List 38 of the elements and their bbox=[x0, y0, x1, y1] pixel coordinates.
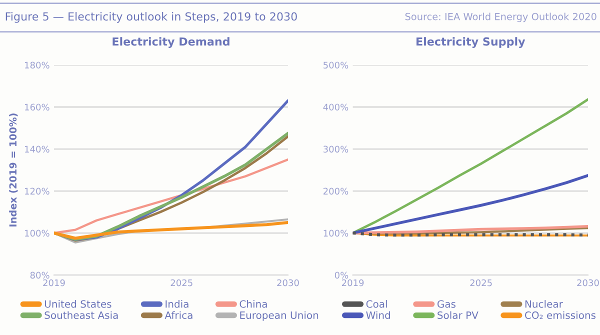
x-tick-label: 2030 bbox=[277, 279, 299, 286]
caption: Figure 5 — Electricity outlook in Steps, 2019 to 2030 bbox=[6, 12, 297, 23]
line-series bbox=[352, 174, 588, 234]
y-tick-label: 80% bbox=[30, 272, 50, 279]
legend-label: CO₂ emissions bbox=[525, 311, 596, 319]
chart-title: Electricity Demand bbox=[112, 37, 230, 48]
legend-label: European Union bbox=[240, 311, 318, 321]
x-tick-label: 2019 bbox=[43, 279, 65, 286]
y-axis-title: Index (2019 = 100%) bbox=[9, 114, 18, 226]
y-tick-label: 400% bbox=[323, 104, 348, 111]
y-tick-label: 160% bbox=[25, 104, 50, 111]
y-tick-label: 500% bbox=[324, 62, 348, 69]
y-tick-label: 140% bbox=[25, 146, 50, 153]
line-series bbox=[352, 98, 588, 234]
x-tick-label: 2025 bbox=[170, 279, 192, 286]
legend-label: Solar PV bbox=[438, 311, 478, 319]
y-tick-label: 200% bbox=[323, 188, 348, 195]
y-tick-label: 0% bbox=[334, 272, 348, 279]
y-tick-label: 100% bbox=[25, 230, 50, 237]
legend-label: Coal bbox=[366, 300, 387, 308]
chart-title: Electricity Supply bbox=[416, 37, 526, 48]
y-tick-label: 180% bbox=[25, 62, 50, 69]
legend-label: Wind bbox=[366, 311, 390, 319]
legend-label: Southeast Asia bbox=[44, 311, 118, 319]
x-tick-label: 2030 bbox=[577, 279, 599, 286]
legend-label: Nuclear bbox=[525, 300, 563, 308]
x-tick-label: 2019 bbox=[342, 279, 364, 286]
legend-label: China bbox=[240, 300, 267, 308]
legend-label: Africa bbox=[164, 311, 192, 319]
legend-label: Gas bbox=[437, 300, 456, 308]
y-tick-label: 100% bbox=[324, 230, 348, 237]
source-note: Source: IEA World Energy Outlook 2020 bbox=[405, 12, 596, 22]
x-tick-label: 2025 bbox=[470, 279, 492, 286]
legend-label: United States bbox=[44, 300, 112, 308]
line-series bbox=[54, 158, 288, 234]
y-tick-label: 300% bbox=[324, 146, 348, 153]
y-tick-label: 120% bbox=[25, 188, 50, 195]
legend-label: India bbox=[166, 300, 188, 308]
